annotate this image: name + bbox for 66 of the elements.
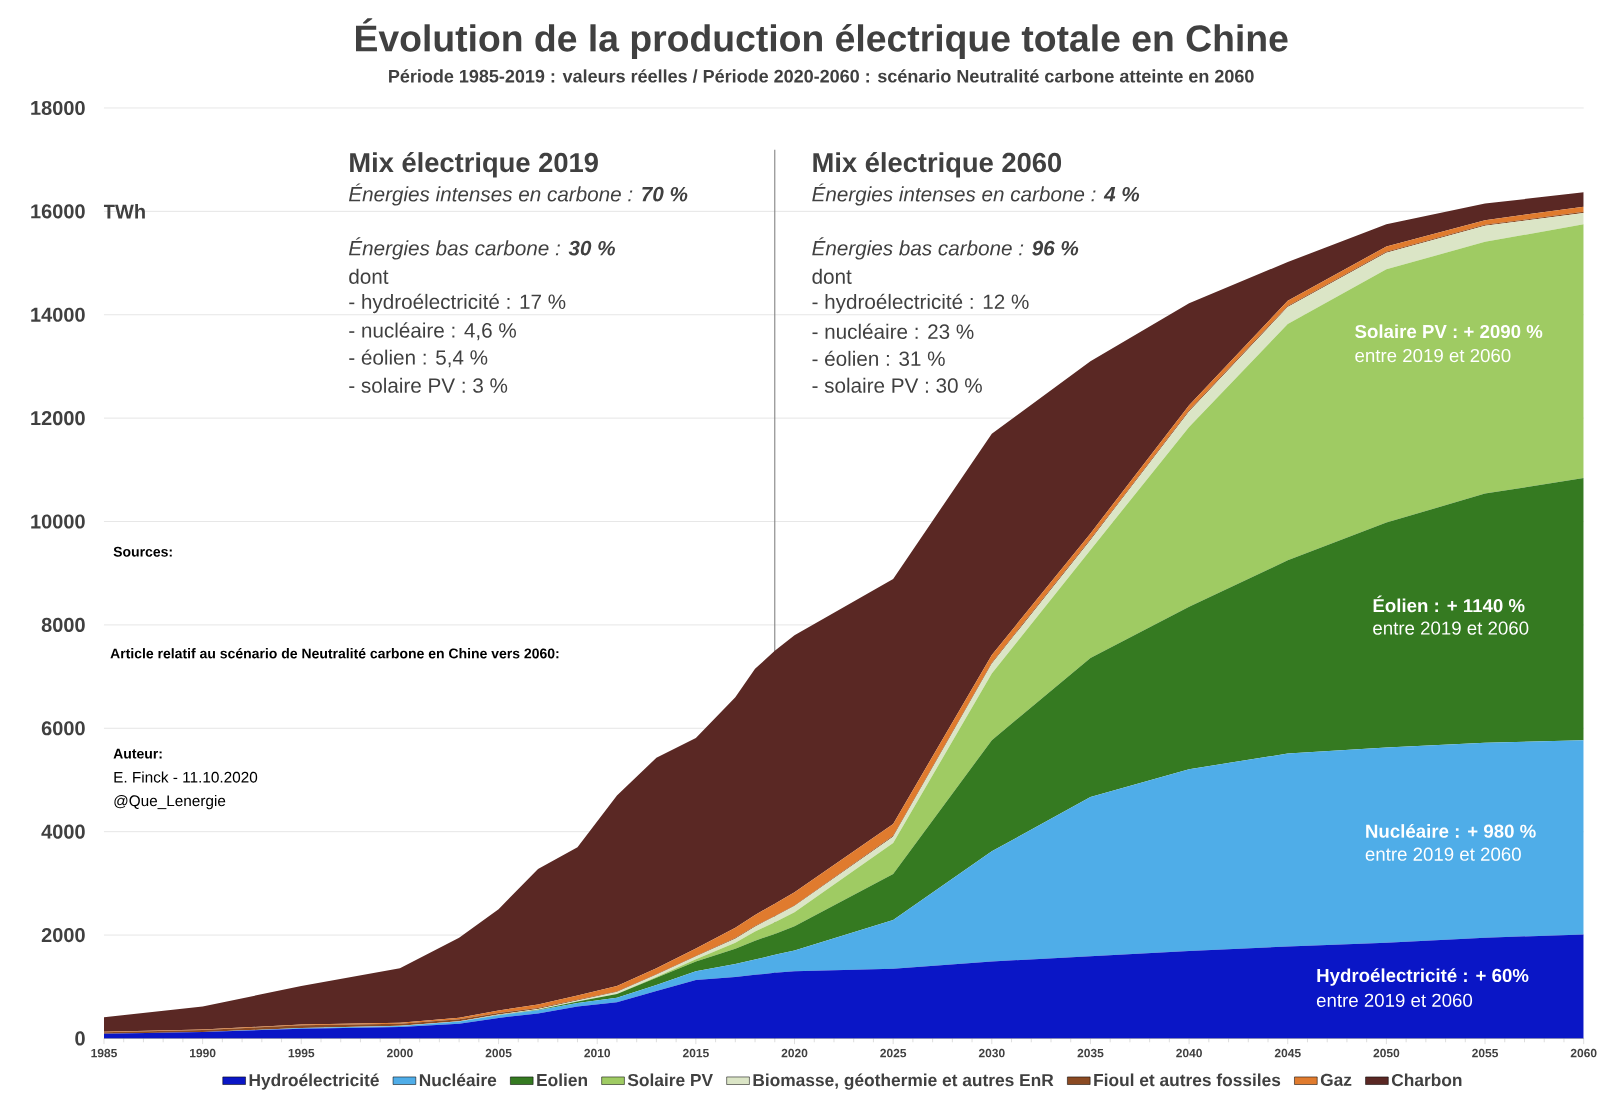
annotation: Énergies intenses en carbone : 70 % <box>348 183 688 206</box>
x-tick-label: 2045 <box>1274 1048 1301 1058</box>
y-tick-label: 18000 <box>31 100 85 115</box>
y-tick-label: 0 <box>75 1031 85 1046</box>
y-tick-label: 16000 <box>31 204 85 219</box>
y-axis-title: TWh <box>103 203 145 219</box>
annotation: dont <box>812 268 852 284</box>
x-tick-label: 2060 <box>1570 1048 1597 1058</box>
y-tick-label: 10000 <box>31 514 85 529</box>
x-tick-label: 2050 <box>1373 1048 1400 1058</box>
x-tick-label: 2010 <box>584 1048 611 1058</box>
y-tick-label: 4000 <box>41 824 85 839</box>
annotation: Éolien : + 1140 % <box>1373 595 1525 613</box>
x-tick-label: 2015 <box>682 1048 709 1058</box>
annotation: - hydroélectricité : 12 % <box>812 293 1029 313</box>
y-tick-label: 14000 <box>31 307 85 322</box>
annotation: Article relatif au scénario de Neutralité carbone en Chine vers 2060: <box>110 647 559 659</box>
x-tick-label: 1990 <box>190 1048 216 1058</box>
legend-label: Gaz <box>1320 1073 1352 1086</box>
legend-label: Hydroélectricité <box>249 1073 379 1090</box>
x-tick-label: 2020 <box>781 1048 808 1058</box>
annotation: Sources: <box>113 546 172 557</box>
annotation: Nucléaire : + 980 % <box>1366 823 1536 838</box>
y-tick-label: 6000 <box>41 720 85 736</box>
legend-label: Fioul et autres fossiles <box>1094 1073 1281 1086</box>
legend-label: Nucléaire <box>419 1073 497 1087</box>
x-tick-label: 2025 <box>880 1048 907 1058</box>
x-tick-label: 2000 <box>387 1048 413 1058</box>
annotation: Énergies intenses en carbone : 4 % <box>812 183 1140 206</box>
annotation: - hydroélectricité : 17 % <box>349 293 566 313</box>
y-tick-label: 2000 <box>41 927 85 942</box>
y-tick-label: 12000 <box>31 410 85 425</box>
annotation: - solaire PV : 3 % <box>349 377 508 393</box>
annotation: Énergies bas carbone : 30 % <box>348 237 615 260</box>
annotation: @Que_Lenergie <box>114 794 226 810</box>
annotation: Énergies bas carbone : 96 % <box>812 237 1079 260</box>
annotation: - éolien : 31 % <box>812 350 945 366</box>
legend-label: Charbon <box>1391 1073 1462 1086</box>
x-tick-label: 2035 <box>1077 1048 1104 1058</box>
annotation: - nucléaire : 23 % <box>812 323 974 339</box>
annotation: entre 2019 et 2060 <box>1365 847 1521 861</box>
annotation: Mix électrique 2019 <box>350 151 598 178</box>
legend-label: Eolien <box>537 1073 587 1086</box>
annotation: - éolien : 5,4 % <box>349 349 488 368</box>
x-tick-label: 2040 <box>1176 1048 1202 1058</box>
annotation: entre 2019 et 2060 <box>1316 993 1473 1007</box>
annotation: Auteur: <box>113 748 162 759</box>
annotation: - solaire PV : 30 % <box>812 377 982 393</box>
x-tick-label: 2055 <box>1472 1048 1499 1058</box>
legend-label: Biomasse, géothermie et autres EnR <box>753 1073 1054 1090</box>
annotation: Mix électrique 2060 <box>813 151 1062 178</box>
annotation: entre 2019 et 2060 <box>1373 621 1529 635</box>
annotation: Hydroélectricité : + 60% <box>1317 967 1529 986</box>
annotation: dont <box>349 268 389 284</box>
annotation: entre 2019 et 2060 <box>1355 348 1511 362</box>
chart-subtitle: Période 1985-2019 : valeurs réelles / Période 2020-2060 : scénario Neutralité carbone atteinte en 2060 <box>389 68 1254 83</box>
x-tick-label: 2030 <box>978 1048 1005 1058</box>
legend-label: Solaire PV <box>627 1073 713 1086</box>
annotation: E. Finck - 11.10.2020 <box>114 771 258 783</box>
x-tick-label: 2005 <box>485 1048 512 1058</box>
y-tick-label: 8000 <box>41 617 85 632</box>
x-tick-label: 1985 <box>91 1048 117 1058</box>
chart-title: Évolution de la production électrique totale en Chine <box>356 18 1288 59</box>
annotation: - nucléaire : 4,6 % <box>349 322 516 340</box>
x-tick-label: 1995 <box>288 1048 315 1058</box>
annotation: Solaire PV : + 2090 % <box>1355 324 1543 338</box>
